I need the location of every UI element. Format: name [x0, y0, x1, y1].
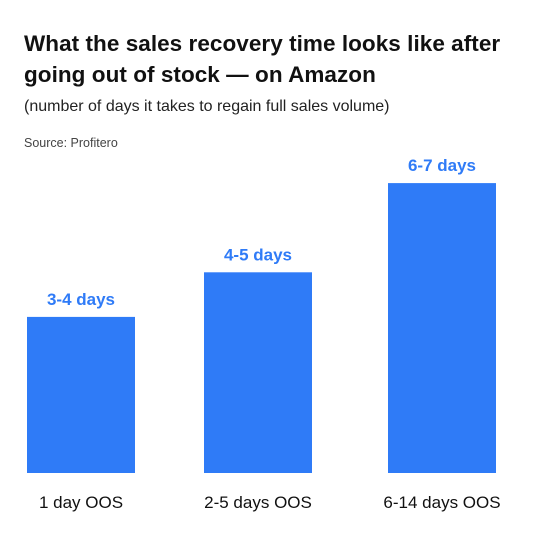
bar-2 — [204, 272, 312, 473]
source-note: Source: Profitero — [24, 136, 118, 150]
category-label-2: 2-5 days OOS — [204, 493, 312, 512]
bar-1 — [27, 316, 135, 473]
chart-title: What the sales recovery time looks like … — [24, 31, 501, 87]
data-label-1: 3-4 days — [47, 290, 115, 309]
bar-3 — [388, 183, 496, 473]
chart-subtitle: (number of days it takes to regain full … — [24, 98, 390, 115]
category-label-3: 6-14 days OOS — [383, 493, 500, 512]
data-label-3: 6-7 days — [408, 156, 476, 175]
category-label-1: 1 day OOS — [39, 493, 123, 512]
data-label-2: 4-5 days — [224, 245, 292, 264]
